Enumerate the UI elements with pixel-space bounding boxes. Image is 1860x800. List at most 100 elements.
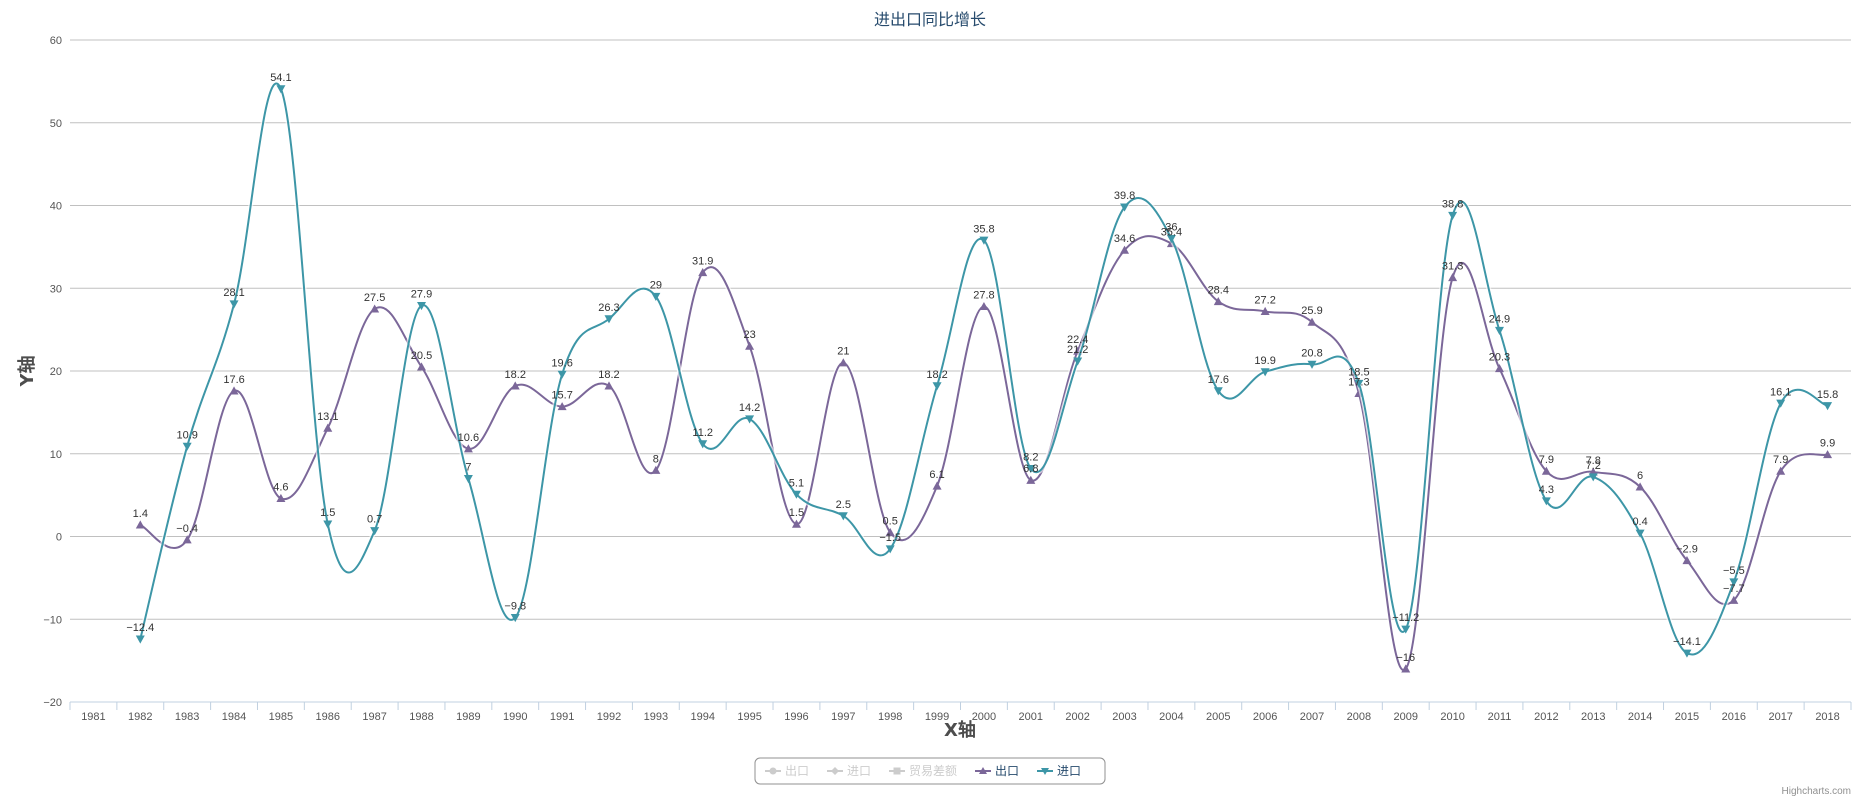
data-point[interactable] <box>417 302 427 311</box>
data-point[interactable] <box>1120 203 1130 212</box>
data-point[interactable] <box>1635 482 1645 491</box>
data-labels: 1.4 −0.4 17.6 4.6 13.1 27.5 20.5 10.6 18.2 15.7 18… <box>126 72 1838 664</box>
data-label: 28.1 <box>223 287 244 299</box>
data-point[interactable] <box>370 304 380 313</box>
data-point[interactable] <box>1026 475 1036 484</box>
data-point[interactable] <box>510 613 520 623</box>
data-point[interactable] <box>791 519 801 528</box>
data-point[interactable] <box>557 370 567 379</box>
data-point[interactable] <box>651 465 661 474</box>
legend-item-4[interactable]: 进口 <box>1037 764 1081 778</box>
data-point[interactable] <box>1401 625 1411 634</box>
x-tick-label: 2000 <box>972 711 996 723</box>
data-point[interactable] <box>1729 595 1739 604</box>
data-point[interactable] <box>1541 466 1551 475</box>
data-point[interactable] <box>1260 306 1270 316</box>
data-point[interactable] <box>1682 555 1692 565</box>
data-label: 0.4 <box>1632 516 1647 528</box>
data-label: 24.9 <box>1489 313 1510 325</box>
legend-item-1[interactable]: 进口 <box>827 764 871 778</box>
data-point[interactable] <box>604 315 614 324</box>
data-point[interactable] <box>463 444 473 453</box>
data-point[interactable] <box>1635 529 1645 538</box>
data-point[interactable] <box>417 362 427 371</box>
data-point[interactable] <box>745 341 755 350</box>
data-point[interactable] <box>932 382 942 391</box>
data-point[interactable] <box>276 493 286 503</box>
data-point[interactable] <box>932 481 942 490</box>
legend-item-3[interactable]: 出口 <box>975 764 1019 778</box>
data-point[interactable] <box>1307 360 1317 369</box>
data-point[interactable] <box>1213 296 1223 306</box>
data-label: 36 <box>1165 222 1177 234</box>
data-point[interactable] <box>135 635 145 644</box>
data-point[interactable] <box>182 535 192 544</box>
data-point[interactable] <box>1307 317 1317 326</box>
data-point[interactable] <box>370 527 380 536</box>
data-point[interactable] <box>1682 649 1692 658</box>
data-point[interactable] <box>838 512 848 521</box>
data-point[interactable] <box>1260 368 1270 377</box>
data-point[interactable] <box>229 386 239 395</box>
data-point[interactable] <box>135 520 145 529</box>
data-point[interactable] <box>510 381 520 390</box>
data-point[interactable] <box>1354 379 1364 388</box>
data-point[interactable] <box>182 442 192 451</box>
data-point[interactable] <box>276 85 286 94</box>
x-tick-label: 2015 <box>1675 711 1699 723</box>
data-label: 15.7 <box>551 390 572 402</box>
data-point[interactable] <box>557 402 567 411</box>
data-label: 18.2 <box>926 369 947 381</box>
data-point[interactable] <box>979 236 989 245</box>
series-import <box>135 81 1833 658</box>
data-label: 31.3 <box>1442 260 1463 272</box>
data-point[interactable] <box>979 301 989 311</box>
data-point[interactable] <box>791 490 801 499</box>
data-label: 34.6 <box>1114 233 1135 245</box>
data-point[interactable] <box>323 520 333 529</box>
y-tick-label: −20 <box>43 697 62 709</box>
data-point[interactable] <box>1401 664 1411 673</box>
data-point[interactable] <box>1776 399 1786 408</box>
data-label: 5.1 <box>789 477 804 489</box>
data-point[interactable] <box>323 423 333 432</box>
data-point[interactable] <box>1073 357 1083 366</box>
data-point[interactable] <box>1541 497 1551 506</box>
data-point[interactable] <box>229 300 239 309</box>
data-point[interactable] <box>651 292 661 302</box>
data-point[interactable] <box>604 381 614 390</box>
data-label: 8 <box>653 453 659 465</box>
x-tick-label: 1994 <box>690 711 714 723</box>
data-point[interactable] <box>745 415 755 424</box>
legend-label: 出口 <box>785 764 809 778</box>
data-point[interactable] <box>1494 326 1504 335</box>
data-label: −14.1 <box>1673 636 1701 648</box>
data-point[interactable] <box>463 474 473 484</box>
data-point[interactable] <box>1026 465 1036 474</box>
data-point[interactable] <box>1494 364 1504 373</box>
data-point[interactable] <box>1448 211 1458 220</box>
data-point[interactable] <box>698 268 708 277</box>
data-point[interactable] <box>1729 578 1739 587</box>
data-point[interactable] <box>1448 272 1458 282</box>
x-tick-label: 2005 <box>1206 711 1230 723</box>
data-point[interactable] <box>838 358 848 367</box>
data-point[interactable] <box>1776 466 1786 475</box>
legend-item-0[interactable]: 出口 <box>765 764 809 778</box>
data-point[interactable] <box>885 527 895 536</box>
data-point[interactable] <box>1823 450 1833 459</box>
series-layer <box>135 81 1833 673</box>
data-label: 4.6 <box>273 481 288 493</box>
data-point[interactable] <box>1166 235 1176 244</box>
legend-item-2[interactable]: 贸易差额 <box>889 764 957 778</box>
data-point[interactable] <box>698 440 708 449</box>
data-point[interactable] <box>1120 245 1130 254</box>
data-point[interactable] <box>885 545 895 554</box>
data-point[interactable] <box>1588 473 1598 482</box>
series-line[interactable] <box>139 82 1828 656</box>
data-point[interactable] <box>1213 387 1223 396</box>
data-label: 27.5 <box>364 292 385 304</box>
credits[interactable]: Highcharts.com <box>1782 786 1851 797</box>
data-label: 9.9 <box>1820 438 1835 450</box>
data-point[interactable] <box>1823 402 1833 411</box>
